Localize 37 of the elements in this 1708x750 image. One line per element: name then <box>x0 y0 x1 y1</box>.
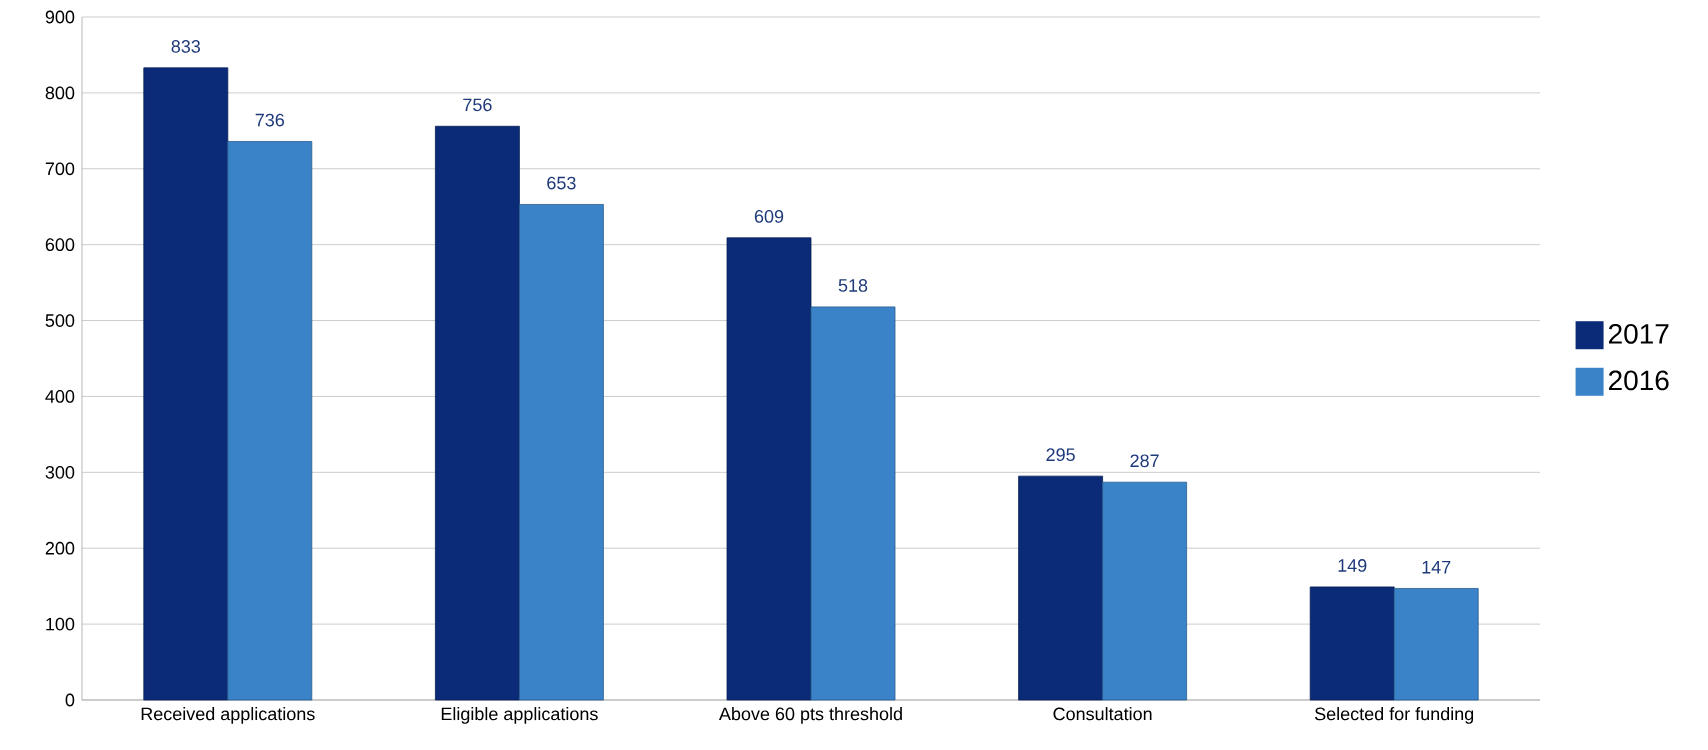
bar <box>227 141 313 701</box>
y-tick-label: 800 <box>45 86 75 100</box>
y-tick-label: 300 <box>45 465 75 479</box>
bar <box>726 237 812 701</box>
data-label: 287 <box>1130 454 1159 468</box>
bar <box>143 67 229 701</box>
bar <box>810 306 896 701</box>
bar <box>519 204 604 701</box>
bar <box>1393 588 1479 701</box>
bar <box>1309 586 1395 701</box>
data-label: 653 <box>547 176 576 190</box>
data-label: 149 <box>1338 559 1367 572</box>
legend-label: 2017 <box>1608 323 1669 344</box>
data-label: 736 <box>255 113 285 127</box>
y-tick-label: 900 <box>45 10 75 24</box>
data-label: 295 <box>1046 448 1075 462</box>
y-tick-label: 700 <box>45 162 75 176</box>
data-label: 756 <box>463 98 492 112</box>
legend-label: 2016 <box>1608 370 1669 391</box>
y-tick-label: 400 <box>45 390 75 403</box>
data-label: 833 <box>171 40 201 53</box>
x-tick-label: Eligible applications <box>441 707 598 724</box>
x-tick-label: Received applications <box>141 707 315 724</box>
data-label: 518 <box>838 279 868 292</box>
y-tick-label: 0 <box>65 693 75 707</box>
bar <box>435 125 520 701</box>
y-tick-label: 100 <box>46 617 75 631</box>
y-tick-label: 600 <box>45 238 75 252</box>
bar <box>1018 475 1104 701</box>
x-tick-label: Above 60 pts threshold <box>718 707 902 724</box>
x-tick-label: Consultation <box>1053 707 1152 721</box>
data-label: 147 <box>1422 560 1451 574</box>
y-tick-label: 500 <box>45 314 75 327</box>
data-label: 609 <box>754 210 784 223</box>
x-tick-label: Selected for funding <box>1314 707 1474 724</box>
bar <box>1102 481 1188 701</box>
y-tick-label: 200 <box>45 541 75 555</box>
